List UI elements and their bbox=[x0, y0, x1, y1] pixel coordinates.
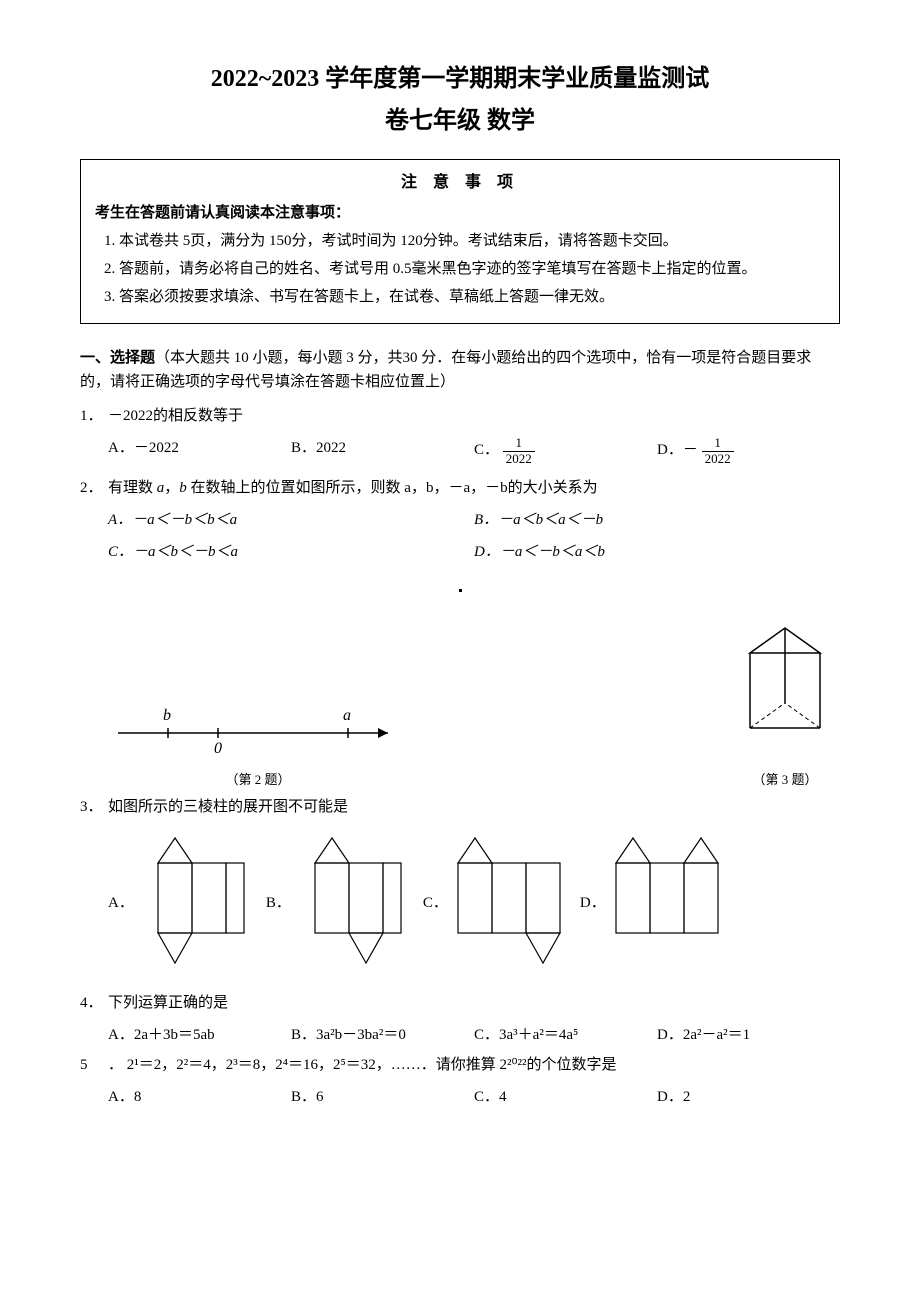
notice-lead: 考生在答题前请认真阅读本注意事项： bbox=[95, 201, 825, 225]
q2-q3-figures: b 0 a （第 2 题） （第 3 题） bbox=[108, 618, 840, 791]
notice-item: 答案必须按要求填涂、书写在答题卡上，在试卷、草稿纸上答题一律无效。 bbox=[119, 285, 825, 309]
q5-opt-a: A．8 bbox=[108, 1085, 291, 1109]
q1-text: －2022的相反数等于 bbox=[108, 404, 840, 428]
opt-label: D． bbox=[580, 891, 606, 915]
q5-options: A．8 B．6 C．4 D．2 bbox=[108, 1085, 840, 1109]
q3-caption: （第 3 题） bbox=[730, 770, 840, 791]
q3-opt-b: B． bbox=[266, 833, 405, 973]
q5-opt-d: D．2 bbox=[657, 1085, 840, 1109]
q2-num: 2． bbox=[80, 476, 108, 500]
q5-text: ． 2¹＝2，2²＝4，2³＝8，2⁴＝16，2⁵＝32，……．请你推算 2²⁰… bbox=[108, 1053, 840, 1077]
q3-options: A． B． C． bbox=[108, 833, 840, 973]
q1-opt-d: D．－ 1 2022 bbox=[657, 436, 840, 466]
opt-label: B． bbox=[266, 891, 291, 915]
q4-opt-b: B．3a²b－3ba²＝0 bbox=[291, 1023, 474, 1047]
q1c-prefix: C． bbox=[474, 443, 499, 459]
notice-item: 本试卷共 5页，满分为 150分，考试时间为 120分钟。考试结束后，请将答题卡… bbox=[119, 229, 825, 253]
q3-num: 3． bbox=[80, 795, 108, 819]
txt: ， bbox=[164, 480, 179, 496]
question-2: 2． 有理数 a，b 在数轴上的位置如图所示，则数 a，b，－a，－b的大小关系… bbox=[80, 476, 840, 500]
q5-opt-c: C．4 bbox=[474, 1085, 657, 1109]
net-a-svg bbox=[138, 833, 248, 973]
q2-opt-a: A．－a＜－b＜b＜a bbox=[108, 508, 474, 532]
q1-options: A．－2022 B．2022 C． 1 2022 D．－ 1 2022 bbox=[108, 436, 840, 466]
frac-num: 1 bbox=[503, 436, 535, 451]
section-1-lead: 一、选择题 bbox=[80, 350, 155, 366]
opt-label: C． bbox=[423, 891, 448, 915]
q4-opt-c: C．3a³＋a²＝4a⁵ bbox=[474, 1023, 657, 1047]
q4-options: A．2a＋3b＝5ab B．3a²b－3ba²＝0 C．3a³＋a²＝4a⁵ D… bbox=[108, 1023, 840, 1047]
q2-opt-d: D．－a＜－b＜a＜b bbox=[474, 540, 840, 564]
section-1-desc: （本大题共 10 小题，每小题 3 分，共30 分．在每小题给出的四个选项中，恰… bbox=[80, 350, 811, 390]
notice-box: 注 意 事 项 考生在答题前请认真阅读本注意事项： 本试卷共 5页，满分为 15… bbox=[80, 159, 840, 325]
q1-opt-b: B．2022 bbox=[291, 436, 474, 466]
prism-svg bbox=[730, 618, 840, 758]
txt: 在数轴上的位置如图所示，则数 a，b，－a，－b的大小关系为 bbox=[187, 480, 598, 496]
midline-dot bbox=[80, 578, 840, 602]
nl-b: b bbox=[163, 707, 171, 724]
q3-text: 如图所示的三棱柱的展开图不可能是 bbox=[108, 795, 840, 819]
q3-opt-a: A． bbox=[108, 833, 248, 973]
frac-num: 1 bbox=[702, 436, 734, 451]
section-1-head: 一、选择题（本大题共 10 小题，每小题 3 分，共30 分．在每小题给出的四个… bbox=[80, 346, 840, 394]
notice-heading: 注 意 事 项 bbox=[95, 170, 825, 196]
exam-page: 2022~2023 学年度第一学期期末学业质量监测试 卷七年级 数学 注 意 事… bbox=[0, 0, 920, 1149]
title-line-2: 卷七年级 数学 bbox=[80, 102, 840, 140]
q2-caption: （第 2 题） bbox=[108, 770, 408, 791]
prism-figure: （第 3 题） bbox=[730, 618, 840, 791]
fraction: 1 2022 bbox=[702, 436, 734, 466]
title-line-1: 2022~2023 学年度第一学期期末学业质量监测试 bbox=[80, 60, 840, 98]
fraction: 1 2022 bbox=[503, 436, 535, 466]
q4-num: 4． bbox=[80, 991, 108, 1015]
q2-text: 有理数 a，b 在数轴上的位置如图所示，则数 a，b，－a，－b的大小关系为 bbox=[108, 476, 840, 500]
q2-opt-b: B．－a＜b＜a＜－b bbox=[474, 508, 840, 532]
nl-0: 0 bbox=[214, 740, 222, 757]
q4-opt-d: D．2a²－a²＝1 bbox=[657, 1023, 840, 1047]
var-b: b bbox=[179, 480, 187, 496]
q5-num: 5 bbox=[80, 1053, 108, 1077]
q1-opt-a: A．－2022 bbox=[108, 436, 291, 466]
frac-den: 2022 bbox=[503, 452, 535, 466]
frac-den: 2022 bbox=[702, 452, 734, 466]
q1d-prefix: D．－ bbox=[657, 443, 698, 459]
q1-opt-c: C． 1 2022 bbox=[474, 436, 657, 466]
question-1: 1． －2022的相反数等于 bbox=[80, 404, 840, 428]
q4-opt-a: A．2a＋3b＝5ab bbox=[108, 1023, 291, 1047]
txt: 有理数 bbox=[108, 480, 157, 496]
question-5: 5 ． 2¹＝2，2²＝4，2³＝8，2⁴＝16，2⁵＝32，……．请你推算 2… bbox=[80, 1053, 840, 1077]
opt-label: A． bbox=[108, 891, 134, 915]
q5-opt-b: B．6 bbox=[291, 1085, 474, 1109]
question-3: 3． 如图所示的三棱柱的展开图不可能是 bbox=[80, 795, 840, 819]
numberline-figure: b 0 a （第 2 题） bbox=[108, 698, 408, 791]
notice-item: 答题前，请务必将自己的姓名、考试号用 0.5毫米黑色字迹的签字笔填写在答题卡上指… bbox=[119, 257, 825, 281]
question-4: 4． 下列运算正确的是 bbox=[80, 991, 840, 1015]
q1-num: 1． bbox=[80, 404, 108, 428]
net-d-svg bbox=[610, 833, 730, 973]
q3-opt-c: C． bbox=[423, 833, 562, 973]
nl-a: a bbox=[343, 707, 351, 724]
numberline-svg: b 0 a bbox=[108, 698, 408, 758]
q2-options: A．－a＜－b＜b＜a B．－a＜b＜a＜－b C．－a＜b＜－b＜a D．－a… bbox=[108, 508, 840, 572]
q2-opt-c: C．－a＜b＜－b＜a bbox=[108, 540, 474, 564]
q3-opt-d: D． bbox=[580, 833, 730, 973]
notice-list: 本试卷共 5页，满分为 150分，考试时间为 120分钟。考试结束后，请将答题卡… bbox=[95, 229, 825, 309]
net-b-svg bbox=[295, 833, 405, 973]
q4-text: 下列运算正确的是 bbox=[108, 991, 840, 1015]
net-c-svg bbox=[452, 833, 562, 973]
